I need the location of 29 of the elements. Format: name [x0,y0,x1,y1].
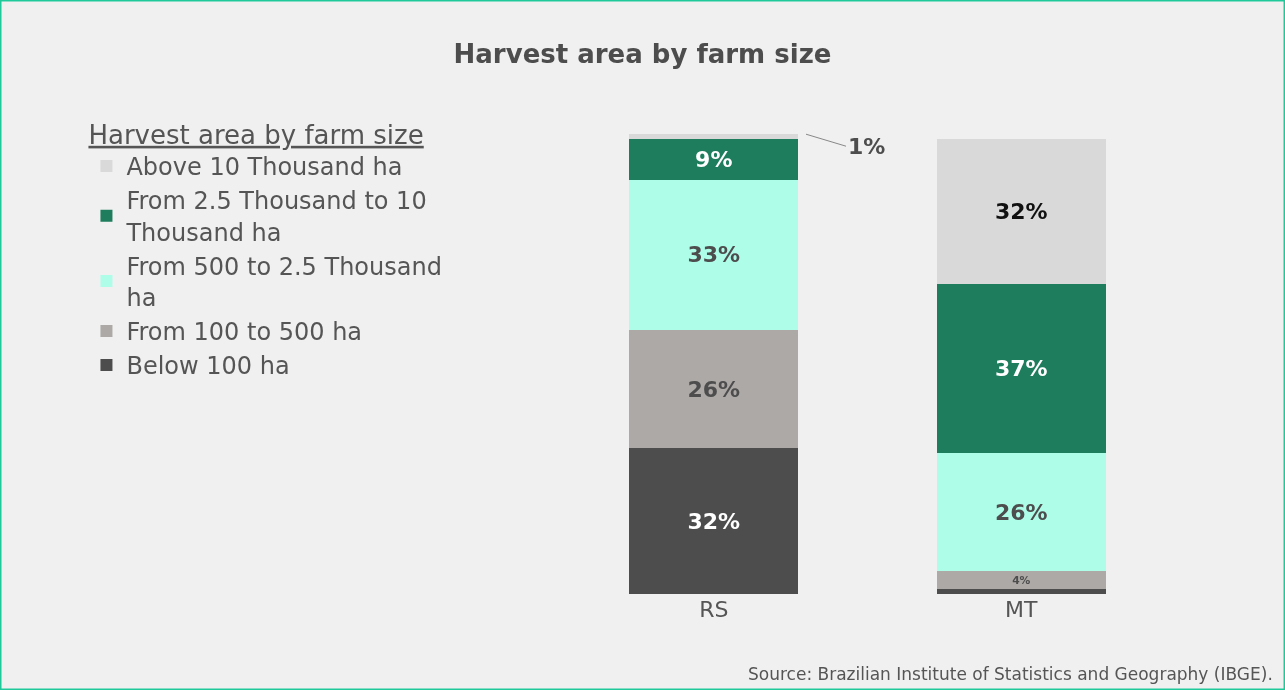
legend-label: From 2.5 Thousand to 10 Thousand ha [125,187,427,247]
bar [936,452,1106,572]
legend-label: Above 10 Thousand ha [126,153,403,182]
chart-title: Harvest area by farm size [453,39,832,70]
bar [936,571,1106,590]
data-label: 9% [695,146,733,172]
legend-label: From 500 to 2.5 Thousand ha [126,252,442,313]
data-label: 37% [994,356,1048,382]
bar [629,138,799,180]
data-label: 32% [994,199,1048,225]
bar [629,448,799,594]
data-label: 26% [994,499,1048,525]
legend-label: Below 100 ha [126,352,290,381]
bar [936,589,1106,594]
legend-title: Harvest area by farm size [88,119,424,150]
x-tick-label: RS [699,597,729,622]
legend-label: From 100 to 500 ha [126,318,363,347]
bar [936,138,1106,285]
x-tick-label: MT [1005,597,1039,622]
bar [629,134,799,139]
source-note: Source: Brazilian Institute of Statistics and Geography (IBGE). [748,664,1273,684]
bar [629,329,799,449]
bar [629,179,799,330]
data-label: 26% [687,376,741,402]
data-label: 4% [1012,574,1031,588]
data-label: 32% [687,508,741,534]
bar [936,284,1106,453]
data-label: 33% [687,242,741,268]
data-label: 1% [848,134,886,159]
